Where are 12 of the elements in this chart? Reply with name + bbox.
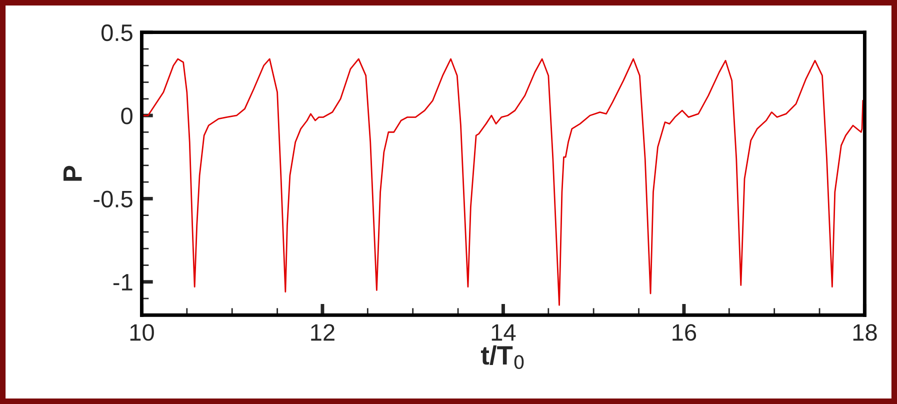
y-tick-label: -0.5 (94, 190, 132, 208)
x-tick-label: 18 (853, 324, 877, 341)
y-tick-label: 0 (121, 108, 132, 124)
x-axis-title: t/T$_{0}$ (480, 345, 524, 370)
x-tick-label: 10 (130, 324, 154, 341)
x-tick-label: 12 (311, 324, 334, 341)
y-axis-title: P (64, 166, 82, 181)
y-tick-label: -1 (113, 274, 132, 290)
line-series (142, 58, 864, 306)
y-tick-label: 0.5 (101, 24, 132, 42)
x-tick-label: 14 (492, 324, 516, 341)
x-tick-label: 16 (672, 324, 696, 341)
